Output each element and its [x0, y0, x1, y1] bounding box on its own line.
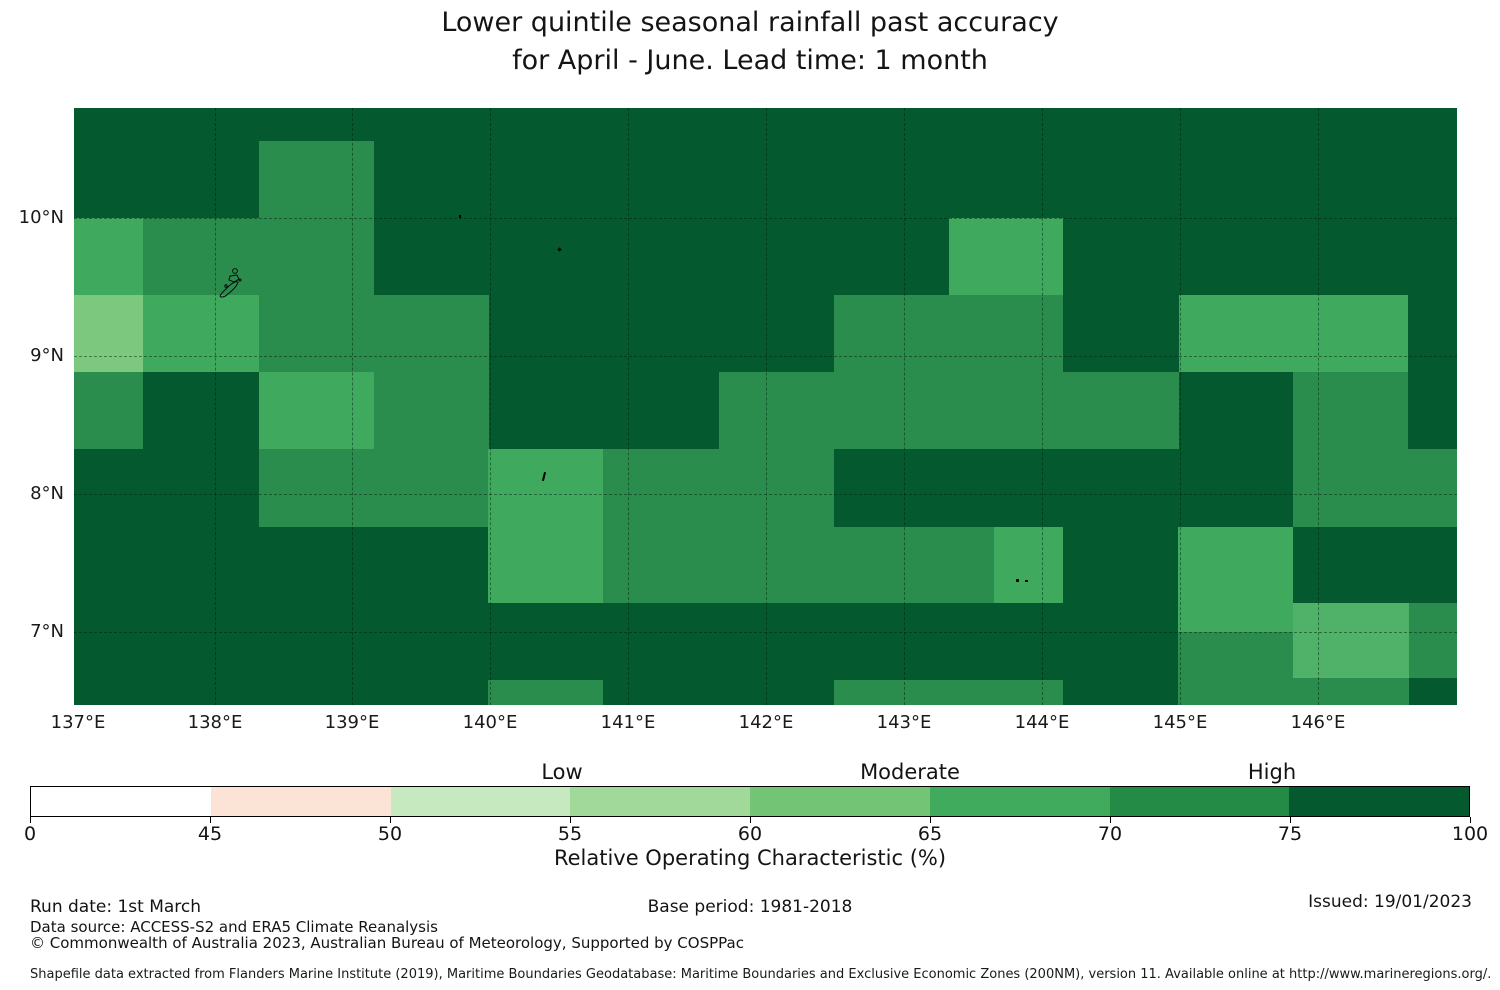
- heatmap-cell-region: [1179, 295, 1408, 372]
- heatmap-cell-region: [259, 372, 374, 449]
- base-period-text: Base period: 1981-2018: [647, 897, 853, 917]
- heatmap-cell-region: [1409, 603, 1457, 678]
- colorbar-tick-label: 65: [917, 823, 943, 845]
- heatmap-cell-region: [834, 295, 1063, 372]
- colorbar-segment: [1109, 787, 1290, 816]
- colorbar-segment: [750, 787, 930, 816]
- heatmap-cell-region: [1293, 449, 1457, 527]
- x-tick-label: 145°E: [1152, 712, 1208, 733]
- colorbar-tick-mark: [30, 817, 31, 823]
- latitude-gridline: [74, 218, 1457, 219]
- colorbar-segment: [570, 787, 750, 816]
- heatmap-cell-region: [488, 680, 603, 705]
- x-tick-label: 141°E: [600, 712, 656, 733]
- issued-date-text: Issued: 19/01/2023: [1308, 892, 1472, 912]
- heatmap-cell-region: [488, 449, 603, 603]
- colorbar-tick-mark: [570, 817, 571, 823]
- heatmap-cell-region: [74, 372, 143, 449]
- heatmap-cell-region: [1293, 603, 1409, 678]
- colorbar-tick-mark: [1470, 817, 1471, 823]
- latitude-gridline: [74, 632, 1457, 633]
- colorbar-segment: [1289, 787, 1469, 816]
- longitude-gridline: [215, 108, 216, 705]
- longitude-gridline: [1318, 108, 1319, 705]
- colorbar-tick-mark: [930, 817, 931, 823]
- colorbar-tick-label: 75: [1277, 823, 1303, 845]
- data-source-text: Data source: ACCESS-S2 and ERA5 Climate …: [30, 918, 438, 936]
- small-island-mark: [557, 247, 562, 252]
- colorbar-tick-label: 50: [377, 823, 403, 845]
- chart-title-line1: Lower quintile seasonal rainfall past ac…: [441, 7, 1059, 38]
- colorbar-caption-moderate: Moderate: [860, 760, 960, 784]
- heatmap-cell-region: [994, 527, 1063, 603]
- heatmap-cell-region: [1293, 372, 1408, 449]
- x-tick-label: 137°E: [50, 712, 106, 733]
- y-tick-label: 9°N: [30, 345, 64, 366]
- colorbar-caption-high: High: [1247, 760, 1297, 784]
- heatmap-cell-region: [603, 449, 834, 527]
- heatmap-cell-region: [143, 218, 374, 295]
- heatmap-cell-region: [1293, 678, 1409, 705]
- run-date-text: Run date: 1st March: [30, 897, 202, 917]
- copyright-text: © Commonwealth of Australia 2023, Austra…: [30, 934, 744, 952]
- x-tick-label: 138°E: [187, 712, 243, 733]
- longitude-gridline: [1042, 108, 1043, 705]
- x-tick-label: 144°E: [1014, 712, 1070, 733]
- longitude-gridline: [1180, 108, 1181, 705]
- shapefile-attribution-text: Shapefile data extracted from Flanders M…: [30, 967, 1492, 982]
- colorbar-segment: [390, 787, 571, 816]
- colorbar-axis-label: Relative Operating Characteristic (%): [553, 846, 947, 870]
- colorbar-tick-mark: [210, 817, 211, 823]
- colorbar-tick-mark: [750, 817, 751, 823]
- y-tick-label: 8°N: [30, 483, 64, 504]
- longitude-gridline: [628, 108, 629, 705]
- latitude-gridline: [74, 494, 1457, 495]
- heatmap-cell-region: [374, 372, 489, 449]
- heatmap-cell-region: [834, 680, 1063, 705]
- small-island-mark: [459, 215, 461, 218]
- colorbar-tick-label: 0: [23, 823, 37, 845]
- longitude-gridline: [490, 108, 491, 705]
- heatmap-cell-region: [74, 218, 143, 295]
- x-tick-label: 143°E: [876, 712, 932, 733]
- colorbar-tick-mark: [1290, 817, 1291, 823]
- colorbar: [30, 786, 1470, 817]
- y-tick-label: 7°N: [30, 621, 64, 642]
- colorbar-tick-mark: [1110, 817, 1111, 823]
- colorbar-tick-label: 100: [1451, 823, 1489, 845]
- heatmap-cell-region: [259, 449, 489, 527]
- colorbar-caption-low: Low: [541, 760, 583, 784]
- x-tick-label: 139°E: [324, 712, 380, 733]
- latitude-gridline: [74, 356, 1457, 357]
- longitude-gridline: [766, 108, 767, 705]
- colorbar-segment: [929, 787, 1110, 816]
- roc-heatmap: [74, 108, 1457, 705]
- heatmap-cell-region: [603, 527, 994, 603]
- colorbar-tick-label: 60: [737, 823, 763, 845]
- colorbar-tick-mark: [390, 817, 391, 823]
- heatmap-cell-region: [259, 141, 374, 218]
- x-tick-label: 142°E: [738, 712, 794, 733]
- heatmap-cell-region: [143, 295, 259, 372]
- colorbar-segment: [31, 787, 211, 816]
- longitude-gridline: [352, 108, 353, 705]
- colorbar-segment: [210, 787, 391, 816]
- small-island-mark: [1016, 579, 1019, 582]
- colorbar-tick-label: 70: [1097, 823, 1123, 845]
- heatmap-cell-region: [74, 295, 143, 372]
- heatmap-cell-region: [719, 372, 1179, 449]
- longitude-gridline: [904, 108, 905, 705]
- palau-island-outline: [219, 268, 242, 298]
- chart-title-line2: for April - June. Lead time: 1 month: [512, 45, 988, 76]
- x-tick-label: 140°E: [462, 712, 518, 733]
- colorbar-tick-label: 55: [557, 823, 583, 845]
- x-tick-label: 146°E: [1290, 712, 1346, 733]
- heatmap-cell-region: [949, 218, 1063, 295]
- colorbar-tick-label: 45: [197, 823, 223, 845]
- heatmap-cell-region: [1178, 632, 1293, 705]
- y-tick-label: 10°N: [18, 207, 64, 228]
- heatmap-cell-region: [259, 295, 489, 372]
- small-island-mark: [1025, 580, 1028, 582]
- heatmap-cell-region: [1178, 527, 1293, 632]
